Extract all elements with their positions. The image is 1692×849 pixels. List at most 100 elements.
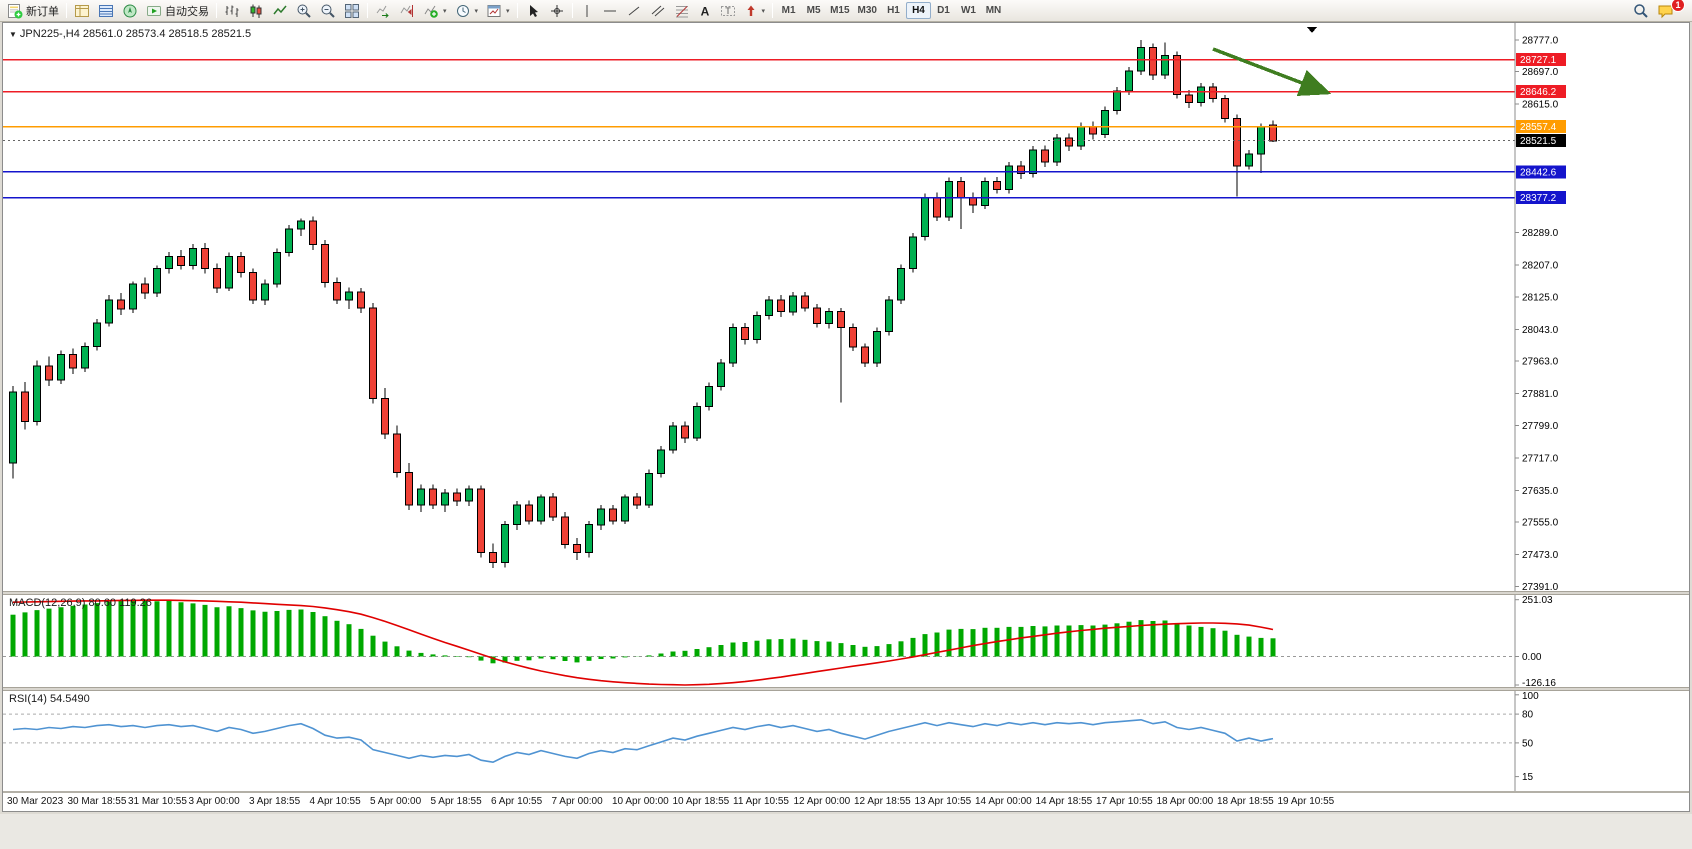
trend-arrow-annotation[interactable] <box>1212 47 1332 96</box>
text-label-icon: T <box>720 3 736 19</box>
candles <box>9 40 1277 569</box>
svg-text:28615.0: 28615.0 <box>1522 99 1559 110</box>
price-badge: 28377.2 <box>1516 191 1566 205</box>
svg-text:80: 80 <box>1522 710 1534 721</box>
svg-text:28377.2: 28377.2 <box>1520 193 1557 204</box>
fibonacci-icon <box>674 3 690 19</box>
dropdown-arrow-icon: ▾ <box>506 7 510 15</box>
svg-text:15: 15 <box>1522 772 1534 783</box>
channel-button[interactable] <box>646 1 670 20</box>
svg-text:-126.16: -126.16 <box>1522 678 1556 687</box>
channel-icon <box>650 3 666 19</box>
chart-symbol-ohlc: ▼ JPN225-,H4 28561.0 28573.4 28518.5 2852… <box>9 28 252 40</box>
market-watch-button[interactable] <box>70 1 94 20</box>
cursor-button[interactable] <box>521 1 545 20</box>
dropdown-arrow-icon: ▾ <box>474 7 479 15</box>
timeframe-w1[interactable]: W1 <box>960 5 976 16</box>
search-icon <box>1633 3 1649 19</box>
clock-icon <box>455 3 471 19</box>
dropdown-arrow-icon: ▾ <box>443 7 447 15</box>
macd-canvas[interactable]: 251.03 0.00 -126.16 <box>3 595 1689 687</box>
toolbar: 新订单 自动交易 ▾ ▾ ▾ A T ▾ M1 M5 M15 M30 H1 H4… <box>0 0 1692 22</box>
time-label: 6 Apr 10:55 <box>491 796 543 807</box>
chart-line-button[interactable] <box>268 1 292 20</box>
auto-trading-button[interactable]: 自动交易 <box>142 1 213 20</box>
time-label: 18 Apr 00:00 <box>1156 796 1214 807</box>
market-watch-icon <box>74 3 90 19</box>
text-label-button[interactable]: T <box>716 1 740 20</box>
rsi-canvas[interactable]: 100 80 50 15 <box>3 691 1689 791</box>
time-label: 13 Apr 10:55 <box>914 796 972 807</box>
time-label: 17 Apr 10:55 <box>1096 796 1153 807</box>
chart-shift-button[interactable] <box>395 1 419 20</box>
timeframe-h4[interactable]: H4 <box>905 2 931 19</box>
fibonacci-button[interactable] <box>670 1 694 20</box>
price-badge: 28557.4 <box>1516 120 1566 134</box>
zoom-in-icon <box>296 3 312 19</box>
timeframe-mn[interactable]: MN <box>985 5 1002 16</box>
one-click-expand-icon[interactable]: ▼ <box>9 30 17 39</box>
vertical-line-button[interactable] <box>576 1 598 20</box>
new-order-button[interactable]: 新订单 <box>3 1 63 20</box>
trendline-icon <box>626 3 642 19</box>
timeframe-m1[interactable]: M1 <box>781 5 796 16</box>
svg-text:251.03: 251.03 <box>1522 595 1553 606</box>
timeframe-m5[interactable]: M5 <box>806 5 821 16</box>
price-badge: 28727.1 <box>1516 53 1566 67</box>
svg-text:27635.0: 27635.0 <box>1522 486 1559 497</box>
svg-text:A: A <box>700 4 709 18</box>
panel-resize-handle[interactable] <box>3 687 1689 691</box>
horizontal-line-button[interactable] <box>598 1 622 20</box>
periods-button[interactable]: ▾ <box>451 1 483 20</box>
auto-scroll-button[interactable] <box>371 1 395 20</box>
svg-text:27881.0: 27881.0 <box>1522 389 1559 400</box>
notifications-button[interactable]: 1 <box>1653 0 1685 20</box>
svg-text:28442.6: 28442.6 <box>1520 167 1557 178</box>
timeframe-d1[interactable]: D1 <box>937 5 950 16</box>
time-label: 30 Mar 18:55 <box>67 796 127 807</box>
search-button[interactable] <box>1629 1 1653 20</box>
auto-trading-play-icon <box>146 3 162 19</box>
time-label: 5 Apr 18:55 <box>430 796 482 807</box>
tile-windows-button[interactable] <box>340 1 364 20</box>
time-label: 14 Apr 18:55 <box>1035 796 1093 807</box>
candlestick-icon <box>248 3 264 19</box>
line-chart-icon <box>272 3 288 19</box>
text-button[interactable]: A <box>694 1 716 20</box>
crosshair-button[interactable] <box>545 1 569 20</box>
svg-text:27473.0: 27473.0 <box>1522 550 1559 561</box>
navigator-button[interactable] <box>118 1 142 20</box>
zoom-out-button[interactable] <box>316 1 340 20</box>
main-chart-canvas[interactable]: 28777.0 28697.0 28615.0 28289.0 28207.0 28125… <box>3 23 1689 591</box>
time-label: 19 Apr 10:55 <box>1277 796 1335 807</box>
timeframe-m15[interactable]: M15 <box>830 5 850 16</box>
time-label: 12 Apr 00:00 <box>793 796 851 807</box>
tile-windows-icon <box>344 3 360 19</box>
price-axis[interactable]: 28777.0 28697.0 28615.0 28289.0 28207.0 28125… <box>1515 36 1559 592</box>
svg-text:27799.0: 27799.0 <box>1522 421 1559 432</box>
bar-chart-icon <box>224 3 240 19</box>
price-badge: 28646.2 <box>1516 85 1566 99</box>
macd-histogram <box>10 599 1276 664</box>
panel-resize-handle[interactable] <box>3 591 1689 595</box>
crosshair-icon <box>549 3 565 19</box>
toolbar-separator <box>772 3 774 18</box>
time-axis[interactable]: 30 Mar 2023 30 Mar 18:55 31 Mar 10:55 3 Apr… <box>3 793 1689 811</box>
price-badge: 28521.5 <box>1516 134 1566 148</box>
navigator-icon <box>122 3 138 19</box>
time-label: 14 Apr 00:00 <box>975 796 1032 807</box>
trendline-button[interactable] <box>622 1 646 20</box>
shapes-button[interactable]: ▾ <box>740 1 770 20</box>
timeframe-h1[interactable]: H1 <box>887 5 900 16</box>
horizontal-line-icon <box>602 3 618 19</box>
zoom-in-button[interactable] <box>292 1 316 20</box>
indicators-add-icon <box>423 3 439 19</box>
timeframe-m30[interactable]: M30 <box>857 5 877 16</box>
chart-bars-button[interactable] <box>220 1 244 20</box>
data-window-button[interactable] <box>94 1 118 20</box>
templates-button[interactable]: ▾ <box>482 1 514 20</box>
indicators-button[interactable]: ▾ <box>419 1 451 20</box>
toolbar-separator <box>66 3 67 18</box>
time-label: 18 Apr 18:55 <box>1217 796 1274 807</box>
chart-candles-button[interactable] <box>244 1 268 20</box>
